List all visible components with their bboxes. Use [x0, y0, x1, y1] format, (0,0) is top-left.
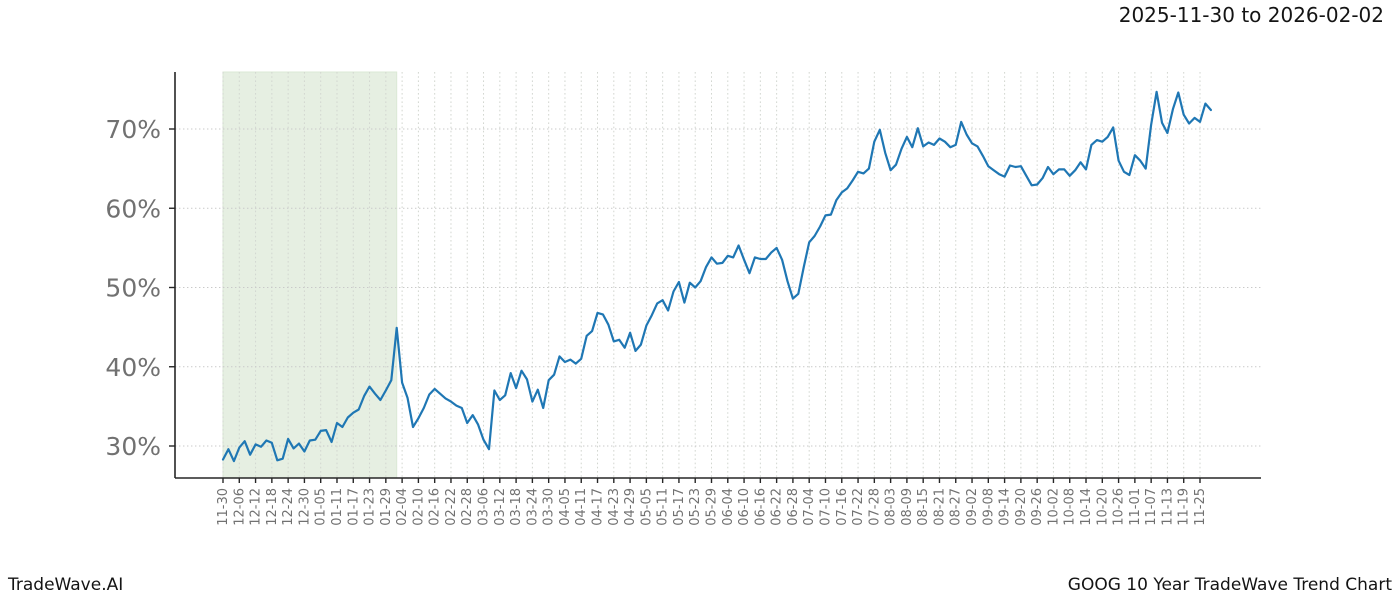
x-tick-label: 11-19 [1177, 488, 1192, 526]
x-tick-label: 12-12 [249, 488, 264, 526]
x-tick-label: 08-15 [916, 488, 931, 526]
tick-marks [169, 128, 1201, 483]
x-tick-label: 08-03 [884, 488, 899, 526]
x-tick-label: 03-24 [525, 488, 540, 526]
x-tick-label: 05-11 [656, 488, 671, 526]
x-tick-label: 05-17 [672, 488, 687, 526]
x-tick-label: 07-28 [867, 488, 882, 526]
x-tick-label: 02-16 [428, 488, 443, 526]
y-tick-label: 40% [105, 353, 161, 382]
x-tick-label: 06-04 [721, 488, 736, 526]
x-tick-label: 09-08 [981, 488, 996, 526]
x-tick-label: 01-17 [346, 488, 361, 526]
x-tick-label: 08-27 [949, 488, 964, 526]
x-tick-label: 03-06 [477, 488, 492, 526]
x-tick-label: 03-18 [509, 488, 524, 526]
x-tick-label: 02-04 [395, 488, 410, 526]
x-tick-label: 10-20 [1095, 488, 1110, 526]
x-tick-label: 12-30 [297, 488, 312, 526]
x-tick-label: 03-30 [542, 488, 557, 526]
x-tick-label: 07-10 [818, 488, 833, 526]
x-tick-label: 11-13 [1160, 488, 1175, 526]
y-tick-label: 60% [105, 194, 161, 223]
x-tick-label: 04-11 [574, 488, 589, 526]
x-tick-label: 05-23 [688, 488, 703, 526]
chart-title: GOOG 10 Year TradeWave Trend Chart [1067, 575, 1392, 595]
x-tick-label: 01-23 [363, 488, 378, 526]
x-tick-label: 06-22 [770, 488, 785, 526]
x-tick-label: 12-18 [265, 488, 280, 526]
x-tick-label: 12-24 [281, 488, 296, 526]
brand-label: TradeWave.AI [8, 575, 124, 595]
x-tick-label: 09-20 [1014, 488, 1029, 526]
x-tick-label: 07-16 [835, 488, 850, 526]
x-tick-label: 09-02 [965, 488, 980, 526]
x-tick-label: 02-22 [444, 488, 459, 526]
x-tick-label: 07-04 [802, 488, 817, 526]
x-tick-label: 09-14 [998, 488, 1013, 526]
x-tick-label: 10-08 [1063, 488, 1078, 526]
x-tick-label: 06-28 [786, 488, 801, 526]
x-tick-label: 10-14 [1079, 488, 1094, 526]
x-tick-label: 05-29 [704, 488, 719, 526]
y-tick-label: 30% [105, 432, 161, 461]
x-tick-label: 11-01 [1128, 488, 1143, 526]
vertical-gridlines [222, 72, 1201, 478]
y-axis-labels: 30% 40% 50% 60% 70% [105, 115, 161, 461]
x-tick-label: 04-17 [591, 488, 606, 526]
x-tick-label: 07-22 [851, 488, 866, 526]
trend-line [221, 90, 1213, 463]
x-tick-label: 06-10 [737, 488, 752, 526]
x-tick-label: 10-26 [1112, 488, 1127, 526]
x-tick-label: 02-10 [411, 488, 426, 526]
x-tick-label: 08-21 [932, 488, 947, 526]
x-tick-label: 11-30 [216, 488, 231, 526]
x-tick-label: 04-29 [623, 488, 638, 526]
x-tick-label: 09-26 [1030, 488, 1045, 526]
x-tick-label: 04-23 [607, 488, 622, 526]
y-tick-label: 70% [105, 115, 161, 144]
x-tick-label: 01-29 [379, 488, 394, 526]
horizontal-gridlines [175, 128, 1261, 447]
axes [174, 72, 1261, 479]
x-tick-label: 12-06 [232, 488, 247, 526]
x-tick-label: 01-05 [314, 488, 329, 526]
x-tick-label: 11-07 [1144, 488, 1159, 526]
x-tick-label: 01-11 [330, 488, 345, 526]
x-tick-label: 06-16 [753, 488, 768, 526]
highlight-region [222, 71, 398, 479]
x-tick-label: 02-28 [460, 488, 475, 526]
x-tick-label: 03-12 [493, 488, 508, 526]
x-tick-label: 08-09 [900, 488, 915, 526]
date-range-label: 2025-11-30 to 2026-02-02 [1118, 3, 1384, 27]
x-tick-label: 11-25 [1193, 488, 1208, 526]
x-tick-label: 10-02 [1046, 488, 1061, 526]
x-axis-labels: 11-30 12-06 12-12 12-18 12-24 12-30 01-05 01-11… [216, 488, 1208, 526]
x-tick-label: 05-05 [639, 488, 654, 526]
y-tick-label: 50% [105, 274, 161, 303]
x-tick-label: 04-05 [558, 488, 573, 526]
